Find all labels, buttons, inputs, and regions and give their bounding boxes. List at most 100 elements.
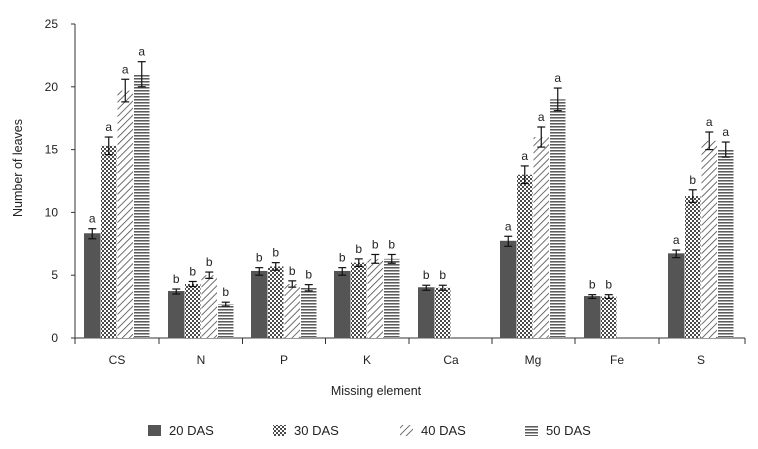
legend: 20 DAS 30 DAS 40 DAS 50 DAS [148,423,591,438]
significance-letter: a [505,219,512,233]
significance-letter: b [589,278,596,292]
bar-30-das-s [685,196,701,338]
error-bar [422,284,431,291]
error-bar [304,284,313,292]
bar-20-das-k [334,270,351,339]
error-bar [205,271,214,279]
bar-20-das-fe [584,296,601,339]
y-tick-label: 20 [45,80,59,94]
bar-30-das-fe [601,296,617,338]
error-bar [438,284,447,291]
error-bar [88,228,97,240]
significance-letter: b [173,272,180,286]
error-bar [255,267,264,276]
significance-letter: b [206,255,213,269]
bar-40-das-n [201,275,217,338]
bar-20-das-p [251,270,268,339]
significance-letter: a [105,120,112,134]
bar-50-das-k [384,258,400,338]
legend-item-50-das: 50 DAS [525,423,591,438]
error-bar [104,136,113,156]
significance-letter: b [423,268,430,282]
legend-label: 30 DAS [294,423,339,438]
error-bar [520,165,529,185]
bar-20-das-s [668,253,685,339]
significance-letter: a [538,110,545,124]
significance-letter: a [706,115,713,129]
bar-20-das-cs [84,233,101,339]
error-bar [338,267,347,276]
bar-30-das-ca [435,287,451,338]
legend-label: 40 DAS [421,423,466,438]
y-tick-label: 15 [45,143,59,157]
bar-30-das-mg [517,174,533,338]
legend-item-20-das: 20 DAS [148,423,214,438]
bar-30-das-cs [101,145,117,338]
tick-labels: 0 5 10 15 20 25 CS N P K Ca Mg Fe S [45,17,705,367]
bar-20-das-mg [500,240,517,339]
error-bar [221,301,230,307]
significance-letter: a [89,212,96,226]
bar-50-das-s [718,149,734,338]
bar-40-das-cs [117,90,133,339]
y-tick-label: 25 [45,17,59,31]
x-tick-label: Ca [443,353,459,367]
bar-20-das-ca [418,287,435,339]
x-tick-label: P [280,353,288,367]
error-bars [88,61,730,307]
significance-letter: a [521,149,528,163]
legend-item-40-das: 40 DAS [400,423,466,438]
x-tick-label: S [697,353,705,367]
legend-label: 50 DAS [546,423,591,438]
bar-50-das-mg [550,99,566,338]
significance-letter: a [722,125,729,139]
significance-letter: b [689,173,696,187]
legend-label: 20 DAS [169,423,214,438]
x-axis-title: Missing element [331,384,422,398]
error-bar [672,249,681,259]
x-tick-label: Mg [525,353,542,367]
x-tick-label: K [363,353,371,367]
significance-letter: b [189,264,196,278]
x-tick-label: N [197,353,206,367]
error-bar [288,280,297,288]
significance-letter: b [289,264,296,278]
x-tick-label: Fe [610,353,624,367]
significance-letter: a [122,62,129,76]
bar-30-das-n [185,283,201,338]
error-bar [688,189,697,203]
bar-40-das-p [284,283,300,338]
error-bar [604,294,613,300]
error-bar [137,61,146,88]
significance-letter: b [388,237,395,251]
y-tick-label: 0 [51,331,58,345]
bar-30-das-p [268,266,284,338]
significance-letter: b [439,268,446,282]
y-tick-label: 5 [51,268,58,282]
legend-swatch [273,425,286,436]
error-bar [504,235,513,247]
error-bar [172,288,181,295]
legend-item-30-das: 30 DAS [273,423,339,438]
bar-30-das-k [351,262,367,338]
bar-40-das-k [367,258,383,338]
significance-letter: b [372,237,379,251]
significance-letter: a [673,233,680,247]
error-bar [188,280,197,288]
bar-50-das-cs [134,74,150,339]
significance-letter: b [339,251,346,265]
x-tick-label: CS [109,353,126,367]
bar-20-das-n [168,291,185,339]
legend-swatch [148,425,161,436]
significance-letter: b [605,278,612,292]
bar-50-das-p [301,287,317,338]
bar-40-das-s [701,140,717,338]
bar-40-das-mg [533,137,549,338]
error-bar [271,262,280,271]
legend-swatch [400,425,413,436]
error-bar [121,78,130,103]
error-bar [387,253,396,264]
